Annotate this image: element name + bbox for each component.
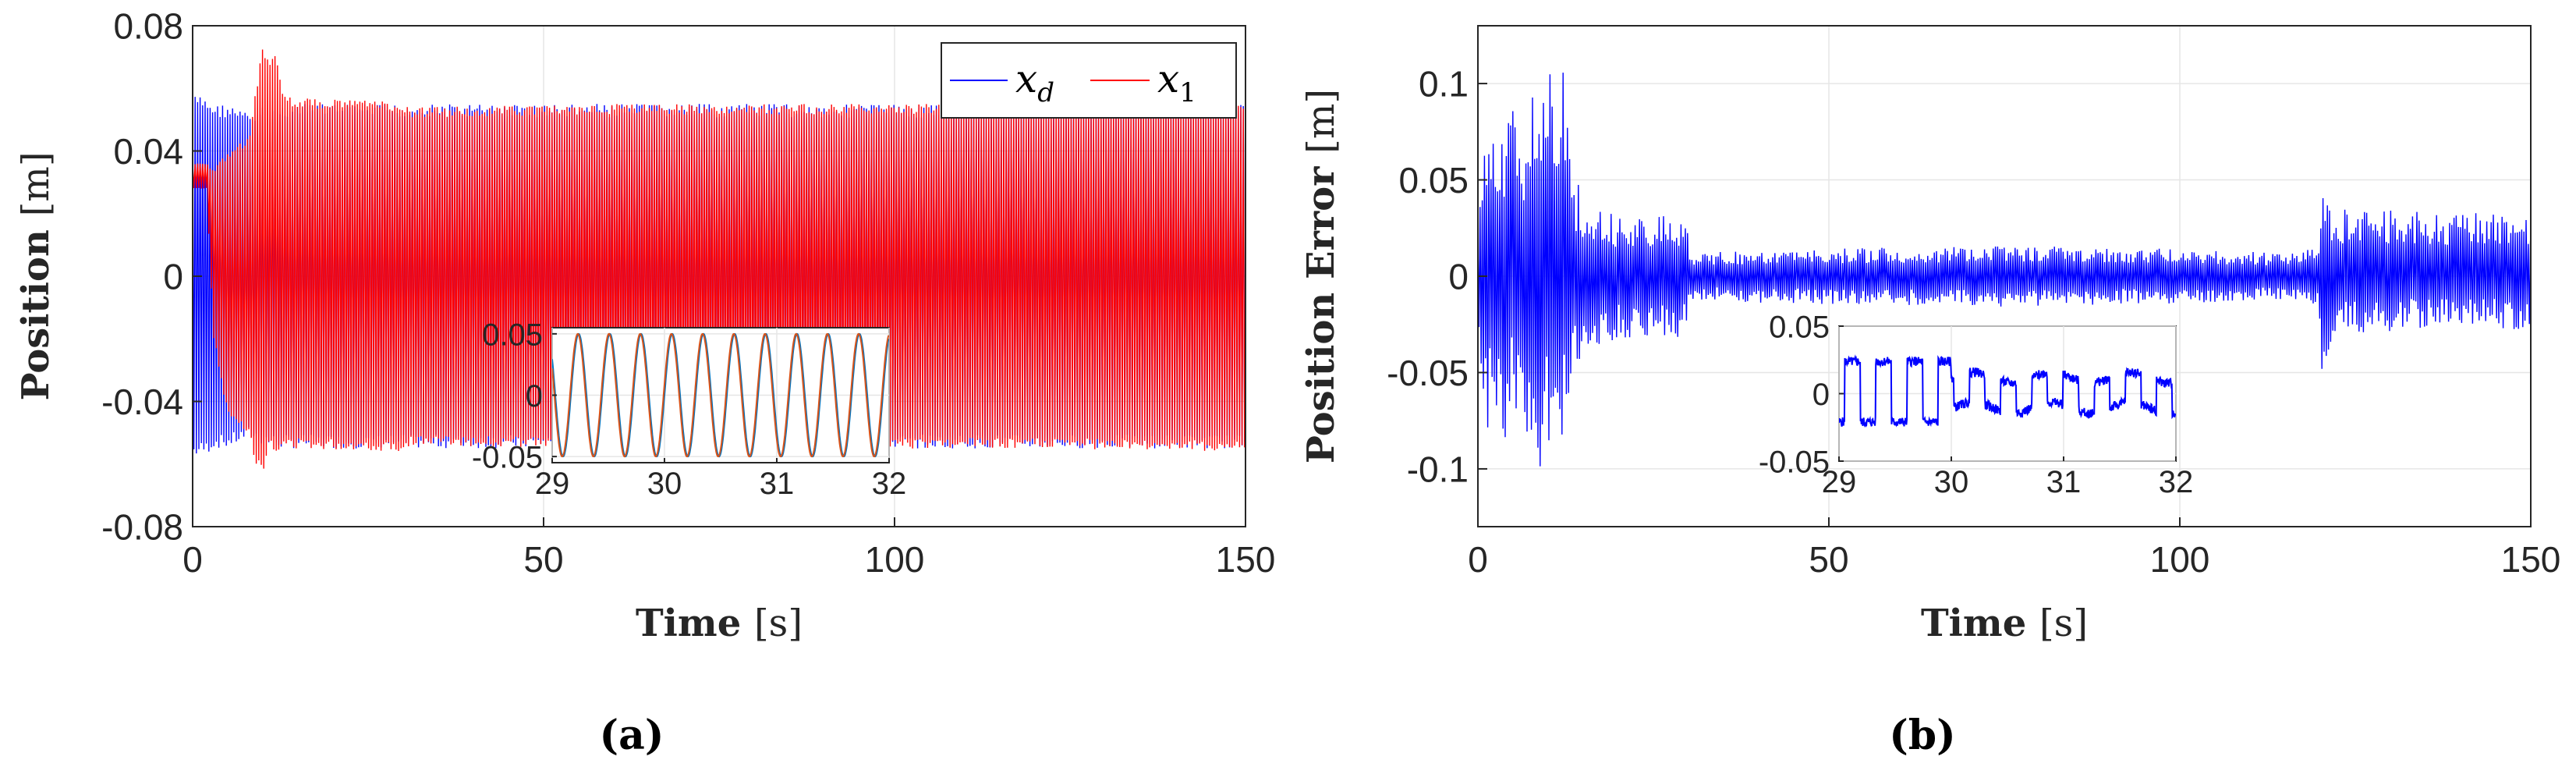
panel-b-xtick-label-0: 0: [1468, 539, 1488, 580]
panel-b-label: (b): [1889, 712, 1956, 759]
panel-a-legend: xd x1: [941, 42, 1237, 119]
panel-b-inset: 29 30 31 32 -0.05 0 0.05: [1759, 310, 2193, 499]
inset-a-series-x-1: [552, 332, 889, 458]
panel-a-inset-ticks: 29 30 31 32 -0.05 0 0.05: [472, 318, 906, 501]
panel-b-ticks: 0 50 100 150 -0.1 -0.05 0 0.05 0.1: [1387, 64, 2560, 580]
panel-a-ytick-label-2: 0: [163, 257, 183, 297]
panel-b-inset-xtick-label-1: 30: [1934, 465, 1969, 499]
panel-a-ytick-label-3: 0.04: [113, 131, 183, 172]
series-position-error-line: [1478, 73, 2531, 467]
panel-b-ytick-label-3: 0.05: [1398, 160, 1469, 201]
panel-a-series: [193, 49, 1245, 469]
panel-b-ytick-label-1: -0.05: [1387, 353, 1469, 393]
panel-a-xtick-label-3: 150: [1216, 539, 1276, 580]
inset-b-series-error: [1839, 354, 2176, 428]
panel-a-ticks: 0 50 100 150 -0.08 -0.04 0 0.04 0.08: [101, 6, 1275, 580]
panel-a-xtick-label-2: 100: [865, 539, 925, 580]
panel-a-inset-xtick-label-2: 31: [760, 467, 795, 501]
panel-b-inset-ytick-label-2: 0.05: [1769, 310, 1830, 344]
panel-b-inset-xtick-label-3: 32: [2159, 465, 2194, 499]
panel-a: 0 50 100 150 -0.08 -0.04 0 0.04 0.08 29 30 31 32 -0.…: [14, 6, 1275, 759]
panel-b-xtick-label-1: 50: [1809, 539, 1848, 580]
panel-b-ytick-label-2: 0: [1448, 257, 1469, 297]
inset-a-series-x-d: [552, 332, 889, 458]
panel-b-inset-xtick-label-0: 29: [1822, 465, 1857, 499]
series-x-1-line: [193, 49, 1245, 469]
panel-b-inset-xtick-label-2: 31: [2046, 465, 2082, 499]
panel-b-inset-ytick-label-1: 0: [1812, 378, 1830, 412]
panel-a-inset-ytick-label-1: 0: [526, 379, 543, 414]
panel-a-label: (a): [600, 712, 664, 759]
panel-a-inset-xtick-label-1: 30: [647, 467, 682, 501]
panel-b-ytick-label-0: -0.1: [1407, 449, 1469, 489]
panel-b: 0 50 100 150 -0.1 -0.05 0 0.05 0.1 29 30 31 32 -0.05…: [1299, 25, 2560, 759]
panel-a-inset: 29 30 31 32 -0.05 0 0.05: [472, 318, 906, 501]
panel-b-ylabel: Position Error [m]: [1299, 89, 1343, 463]
panel-a-inset-ytick-label-2: 0.05: [482, 318, 543, 352]
panel-a-xtick-label-0: 0: [182, 539, 203, 580]
panel-a-ylabel: Position [m]: [14, 151, 58, 400]
panel-b-inset-ytick-label-0: -0.05: [1759, 445, 1830, 479]
panel-a-ytick-label-1: -0.04: [101, 382, 183, 422]
panel-b-xlabel: Time [s]: [1921, 602, 2088, 645]
panel-a-xtick-label-1: 50: [523, 539, 563, 580]
panel-a-ytick-label-0: -0.08: [101, 507, 183, 548]
panel-a-inset-xtick-label-0: 29: [535, 467, 570, 501]
panel-a-ytick-label-4: 0.08: [113, 6, 183, 47]
panel-a-xlabel: Time [s]: [636, 602, 803, 645]
panel-b-ytick-label-4: 0.1: [1419, 64, 1469, 105]
panel-b-xtick-label-2: 100: [2150, 539, 2210, 580]
panel-a-inset-ytick-label-0: -0.05: [472, 441, 543, 475]
panel-a-inset-xtick-label-3: 32: [872, 467, 907, 501]
panel-b-inset-ticks: 29 30 31 32 -0.05 0 0.05: [1759, 310, 2193, 499]
panel-b-xtick-label-3: 150: [2501, 539, 2561, 580]
panel-b-series: [1478, 73, 2531, 467]
